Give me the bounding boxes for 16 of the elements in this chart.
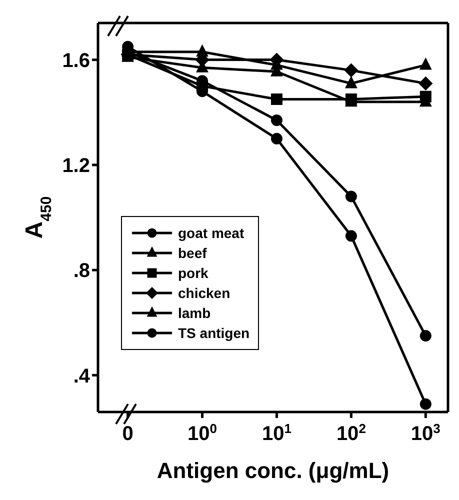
x-tick-label: 0 xyxy=(122,423,134,445)
legend-label: chicken xyxy=(178,285,230,301)
x-tick-label: 10$^{0}$ xyxy=(188,420,217,445)
x-tick-label: 10$^{1}$ xyxy=(262,420,292,445)
legend-label: lamb xyxy=(178,305,211,321)
legend-label: beef xyxy=(178,245,207,261)
y-tick-label: .8 xyxy=(73,260,90,282)
y-tick-label: .4 xyxy=(73,365,91,388)
legend-label: pork xyxy=(178,265,208,281)
x-axis-title: Antigen conc. (μg/mL) xyxy=(156,458,390,483)
x-tick-label: 10$^{2}$ xyxy=(336,420,366,445)
legend-label: TS antigen xyxy=(178,325,250,341)
y-tick-label: 1.2 xyxy=(62,155,90,178)
y-tick-label: 1.6 xyxy=(62,50,90,72)
x-tick-label: 10$^{3}$ xyxy=(410,420,440,445)
legend-label: goat meat xyxy=(178,225,244,241)
